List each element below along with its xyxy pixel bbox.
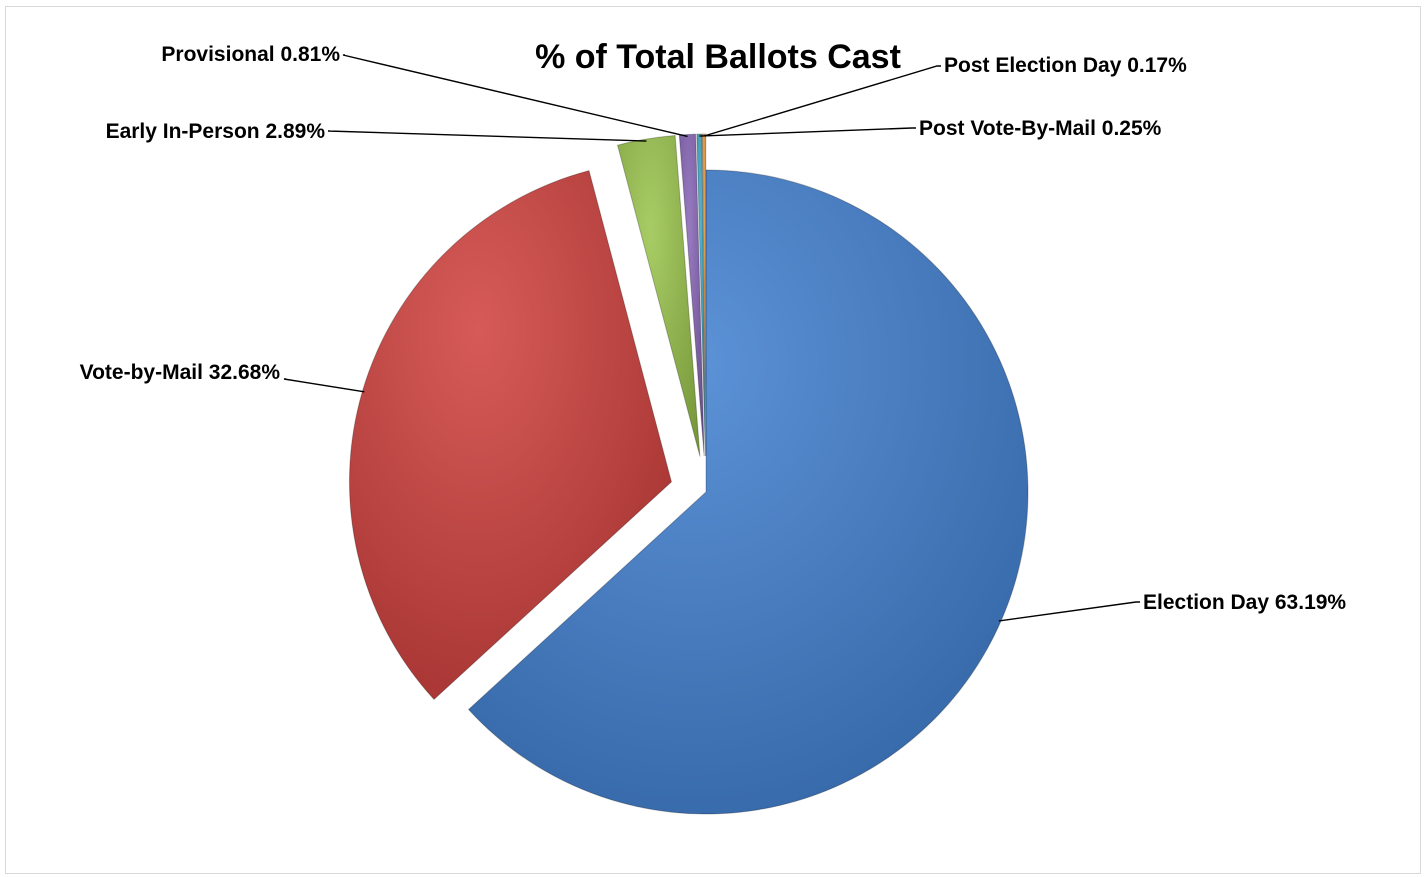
pie-slice-early-in-person	[616, 134, 701, 457]
slice-label-post-vote-by-mail: Post Vote-By-Mail 0.25%	[919, 117, 1162, 140]
leader-lines	[283, 54, 1140, 622]
leader-line-election-day	[998, 601, 1140, 622]
pie-slices	[348, 133, 1029, 815]
pie-slice-post-election-day	[701, 133, 707, 457]
slice-labels: Election Day 63.19% Vote-by-Mail 32.68% Ea…	[80, 43, 1347, 614]
leader-line-post-vote-by-mail	[699, 127, 916, 137]
leader-line-early-in-person	[327, 130, 647, 142]
pie-chart: Election Day 63.19% Vote-by-Mail 32.68% Ea…	[80, 38, 1347, 815]
pie-slice-post-vote-by-mail	[696, 133, 706, 457]
chart-title: % of Total Ballots Cast	[535, 38, 901, 76]
leader-line-vote-by-mail	[283, 378, 365, 393]
slice-label-provisional: Provisional 0.81%	[161, 43, 340, 66]
leader-line-post-election-day	[703, 65, 941, 137]
chart-frame: Election Day 63.19% Vote-by-Mail 32.68% Ea…	[5, 6, 1421, 874]
slice-label-post-election-day: Post Election Day 0.17%	[944, 54, 1187, 77]
slice-label-early-in-person: Early In-Person 2.89%	[106, 120, 326, 143]
slice-label-vote-by-mail: Vote-by-Mail 32.68%	[80, 361, 281, 384]
pie-slice-election-day	[467, 169, 1029, 815]
slice-label-election-day: Election Day 63.19%	[1143, 591, 1346, 614]
leader-line-provisional	[342, 54, 688, 138]
